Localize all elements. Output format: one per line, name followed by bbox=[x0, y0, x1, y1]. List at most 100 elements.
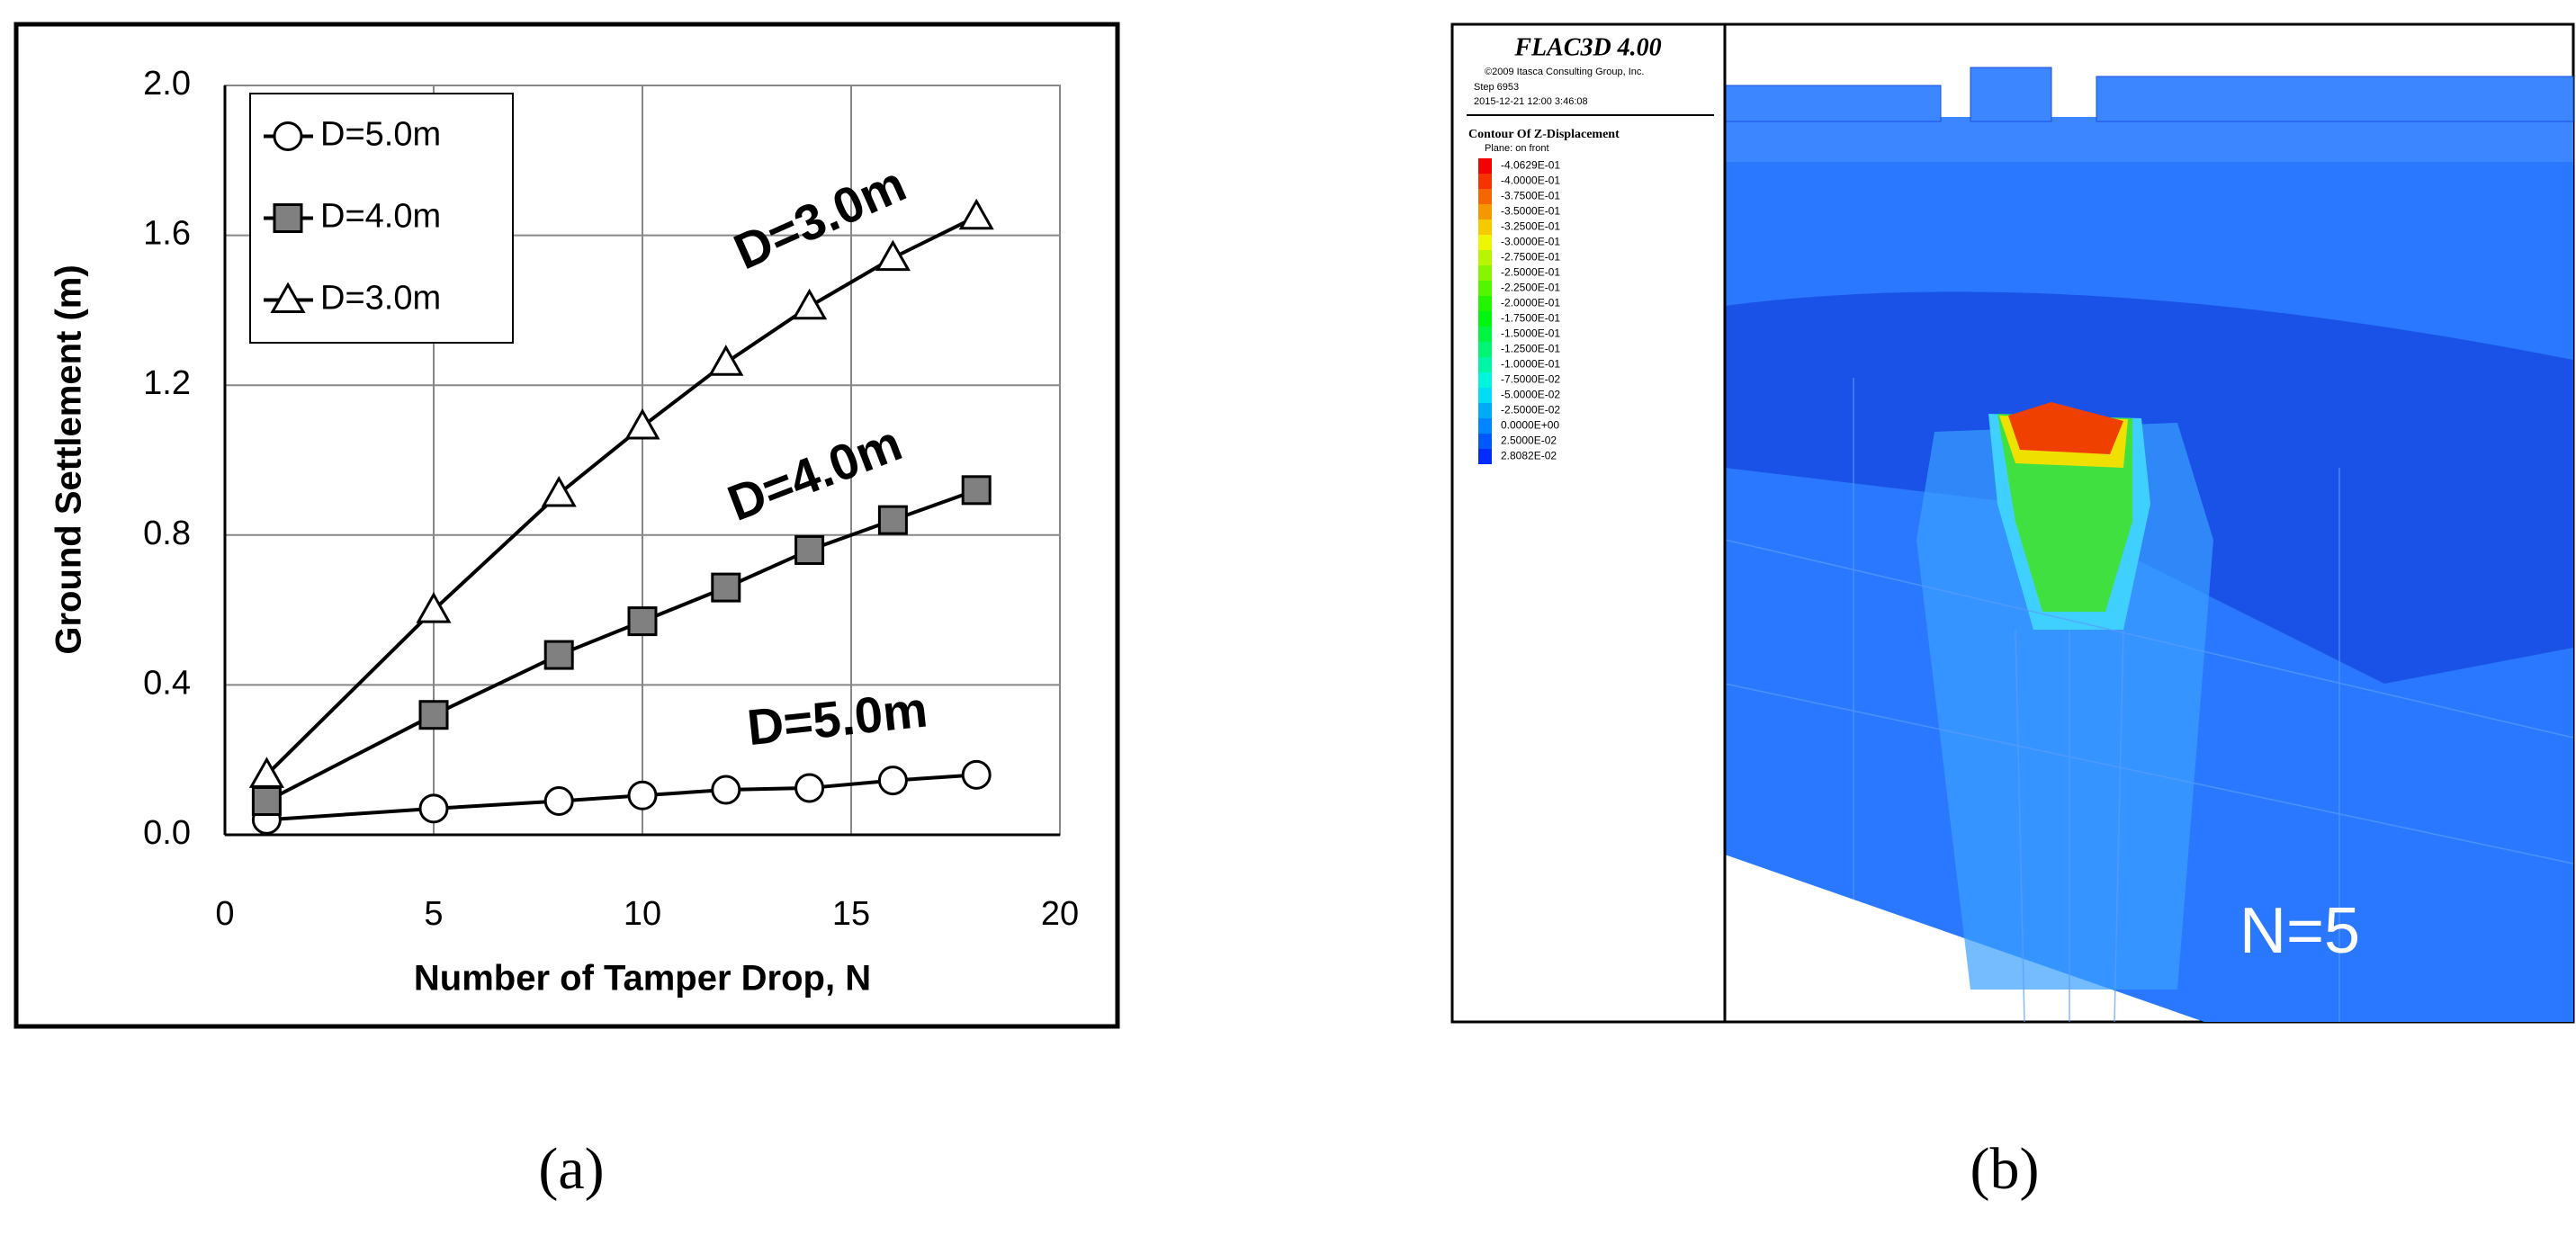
contour-swatch bbox=[1478, 434, 1492, 449]
contour-swatch bbox=[1478, 418, 1492, 434]
contour-value: -4.0000E-01 bbox=[1501, 175, 1560, 187]
contour-value: -2.0000E-01 bbox=[1501, 297, 1560, 309]
contour-plane: Plane: on front bbox=[1485, 143, 1549, 154]
marker bbox=[543, 786, 574, 817]
legend-label: D=3.0m bbox=[320, 280, 441, 318]
x-tick-label: 10 bbox=[624, 895, 661, 933]
contour-value: -3.2500E-01 bbox=[1501, 220, 1560, 233]
contour-value: 2.5000E-02 bbox=[1501, 434, 1557, 447]
marker bbox=[624, 408, 660, 440]
marker bbox=[270, 282, 306, 313]
marker bbox=[794, 773, 825, 803]
contour-swatch bbox=[1478, 388, 1492, 403]
marker bbox=[248, 757, 284, 788]
marker bbox=[792, 288, 828, 320]
contour-value: -1.7500E-01 bbox=[1501, 312, 1560, 325]
x-tick-label: 15 bbox=[832, 895, 870, 933]
contour-swatch bbox=[1478, 372, 1492, 388]
mesh-line bbox=[1724, 539, 2574, 739]
contour-swatch bbox=[1478, 189, 1492, 204]
x-tick-label: 0 bbox=[215, 895, 234, 933]
panel-label: (a) bbox=[538, 1136, 604, 1202]
marker bbox=[543, 640, 574, 670]
y-tick-label: 1.2 bbox=[143, 364, 191, 402]
contour-swatch bbox=[1478, 158, 1492, 174]
mesh bbox=[1724, 378, 2574, 1023]
contour-swatch bbox=[1478, 265, 1492, 281]
contour-value: -1.5000E-01 bbox=[1501, 327, 1560, 340]
y-tick-label: 0.8 bbox=[143, 515, 191, 552]
contour-swatch bbox=[1478, 342, 1492, 357]
marker bbox=[875, 239, 911, 272]
contour-value: -4.0629E-01 bbox=[1501, 159, 1560, 172]
contour-swatch bbox=[1478, 250, 1492, 265]
y-tick-label: 2.0 bbox=[143, 65, 191, 103]
marker bbox=[961, 759, 992, 790]
marker bbox=[794, 534, 825, 565]
sim-info: Step 6953 bbox=[1474, 82, 1519, 93]
marker bbox=[711, 775, 741, 805]
model-top bbox=[1725, 117, 2573, 162]
model-block bbox=[2096, 76, 2574, 122]
sim-info: ©2009 Itasca Consulting Group, Inc. bbox=[1485, 67, 1644, 77]
marker bbox=[541, 475, 577, 507]
marker bbox=[273, 121, 303, 151]
marker bbox=[711, 572, 741, 603]
simulation-panel: FLAC3D 4.00 ©2009 Itasca Consulting Grou… bbox=[1450, 22, 2575, 1024]
contour-value: -2.5000E-01 bbox=[1501, 266, 1560, 279]
marker bbox=[273, 203, 303, 233]
marker bbox=[627, 606, 658, 637]
x-tick-label: 5 bbox=[424, 895, 443, 933]
contour-value: -3.7500E-01 bbox=[1501, 190, 1560, 202]
marker bbox=[708, 345, 744, 376]
contour-swatch bbox=[1478, 357, 1492, 372]
contour-value: -1.2500E-01 bbox=[1501, 343, 1560, 355]
contour-value: 2.8082E-02 bbox=[1501, 450, 1557, 462]
contour-title: Contour Of Z-Displacement bbox=[1468, 128, 1620, 141]
contour-value: -5.0000E-02 bbox=[1501, 389, 1560, 401]
sim-info: 2015-12-21 12:00 3:46:08 bbox=[1474, 96, 1588, 107]
x-tick-label: 20 bbox=[1041, 895, 1079, 933]
y-tick-label: 0.4 bbox=[143, 664, 191, 702]
panel-label: (b) bbox=[1970, 1136, 2040, 1202]
mesh-line bbox=[2114, 629, 2124, 1023]
contour-value: 0.0000E+00 bbox=[1501, 419, 1559, 432]
sim-title: FLAC3D 4.00 bbox=[1513, 33, 1661, 61]
y-axis-label: Ground Settlement (m) bbox=[49, 264, 89, 654]
mesh-line bbox=[2015, 629, 2025, 1023]
marker bbox=[958, 198, 994, 230]
marker bbox=[877, 505, 908, 535]
contour-value: -3.0000E-01 bbox=[1501, 236, 1560, 248]
marker bbox=[418, 793, 449, 824]
contour-swatch bbox=[1478, 281, 1492, 296]
model-block bbox=[1970, 67, 2052, 122]
marker bbox=[418, 700, 449, 730]
contour-swatch bbox=[1478, 449, 1492, 464]
contour-swatch bbox=[1478, 296, 1492, 311]
model-block bbox=[1724, 85, 1942, 122]
mesh-line bbox=[1724, 683, 2574, 864]
contour-swatch bbox=[1478, 327, 1492, 342]
y-tick-label: 1.6 bbox=[143, 215, 191, 253]
contour-value: -1.0000E-01 bbox=[1501, 358, 1560, 371]
contour-swatch bbox=[1478, 204, 1492, 219]
marker bbox=[961, 475, 992, 506]
contour-value: -3.5000E-01 bbox=[1501, 205, 1560, 218]
contour-red bbox=[2008, 402, 2123, 454]
contour-swatch bbox=[1478, 174, 1492, 189]
contour-halo bbox=[1916, 423, 2213, 990]
contour-swatch bbox=[1478, 311, 1492, 327]
contour-swatch bbox=[1478, 235, 1492, 250]
contour-value: -2.5000E-02 bbox=[1501, 404, 1560, 416]
contour-value: -2.7500E-01 bbox=[1501, 251, 1560, 264]
marker bbox=[251, 786, 282, 817]
marker bbox=[416, 592, 452, 623]
contour-swatch bbox=[1478, 219, 1492, 235]
marker bbox=[627, 780, 658, 811]
contour-value: -2.2500E-01 bbox=[1501, 282, 1560, 294]
legend-label: D=4.0m bbox=[320, 198, 441, 236]
chart-frame bbox=[13, 22, 1120, 1029]
step-label: N=5 bbox=[2239, 895, 2360, 967]
legend-label: D=5.0m bbox=[320, 116, 441, 154]
